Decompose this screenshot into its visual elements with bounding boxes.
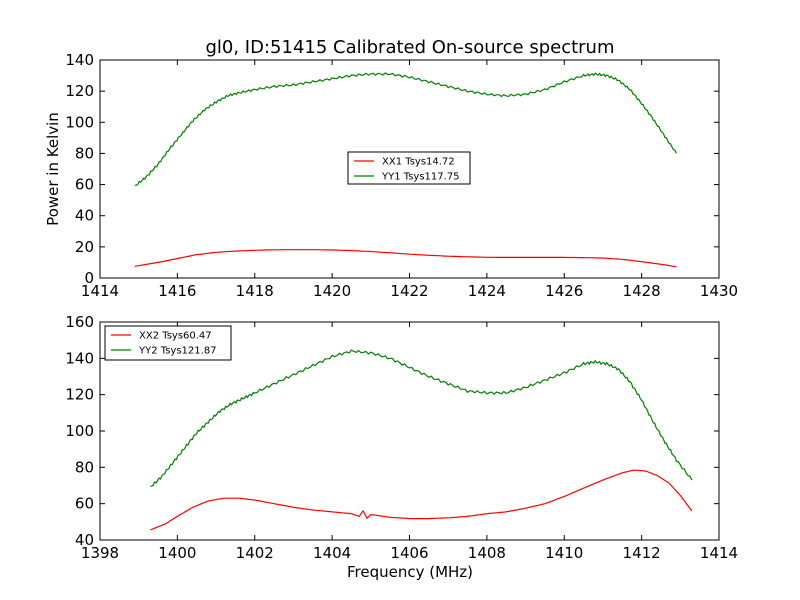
x-tick-label: 1412 <box>623 544 661 562</box>
x-tick-label: 1420 <box>313 282 351 300</box>
y-tick-label: 140 <box>65 51 94 69</box>
series-line-1-1 <box>134 249 677 268</box>
x-tick-label: 1418 <box>236 282 274 300</box>
y-tick-label: 140 <box>65 349 94 367</box>
y-tick-label: 60 <box>75 495 94 513</box>
series-line-2-1 <box>150 469 693 531</box>
x-tick-label: 1398 <box>81 544 119 562</box>
y-tick-label: 120 <box>65 386 94 404</box>
chart-title: gl0, ID:51415 Calibrated On-source spect… <box>205 37 614 58</box>
x-tick-label: 1422 <box>390 282 428 300</box>
x-tick-label: 1400 <box>158 544 196 562</box>
y-tick-label: 120 <box>65 82 94 100</box>
x-tick-label: 1414 <box>81 282 119 300</box>
bottom-spectrum-panel: 1398 1400 1402 1404 1406 1408 1410 1412 1414 40 60… <box>65 313 738 562</box>
y-tick-label: 80 <box>75 144 94 162</box>
x-tick-label: 1408 <box>468 544 506 562</box>
y-tick-label: 20 <box>75 238 94 256</box>
y-tick-label: 40 <box>75 531 94 549</box>
x-tick-label: 1416 <box>158 282 196 300</box>
y-tick-label: 100 <box>65 113 94 131</box>
x-tick-label: 1424 <box>468 282 506 300</box>
y-tick-label: 80 <box>75 458 94 476</box>
y-tick-label: 160 <box>65 313 94 331</box>
y-tick-label: 100 <box>65 422 94 440</box>
series-line-1-2 <box>134 72 677 186</box>
x-tick-label: 1414 <box>700 544 738 562</box>
x-tick-label: 1426 <box>545 282 583 300</box>
legend-label: XX2 Tsys60.47 <box>139 331 212 342</box>
legend-label: YY1 Tsys117.75 <box>381 172 460 183</box>
top-spectrum-panel: 1414 1416 1418 1420 1422 1424 1426 1428 1430 0 20 4… <box>65 51 738 300</box>
x-tick-label: 1428 <box>623 282 661 300</box>
legend-box <box>347 151 471 185</box>
x-tick-label: 1402 <box>236 544 274 562</box>
legend-label: XX1 Tsys14.72 <box>382 157 455 168</box>
x-axis-label: Frequency (MHz) <box>347 563 473 581</box>
legend-box <box>104 325 232 361</box>
y-tick-label: 0 <box>84 269 94 287</box>
legend: XX2 Tsys60.47 YY2 Tsys121.87 <box>104 325 232 361</box>
x-tick-label: 1404 <box>313 544 351 562</box>
y-tick-label: 40 <box>75 207 94 225</box>
series-line-2-2 <box>150 349 693 487</box>
x-tick-label: 1430 <box>700 282 738 300</box>
y-tick-label: 60 <box>75 176 94 194</box>
y-axis-label: Power in Kelvin <box>44 112 62 226</box>
x-tick-label: 1406 <box>390 544 428 562</box>
x-tick-label: 1410 <box>545 544 583 562</box>
legend-label: YY2 Tsys121.87 <box>138 346 217 357</box>
legend: XX1 Tsys14.72 YY1 Tsys117.75 <box>347 151 471 185</box>
